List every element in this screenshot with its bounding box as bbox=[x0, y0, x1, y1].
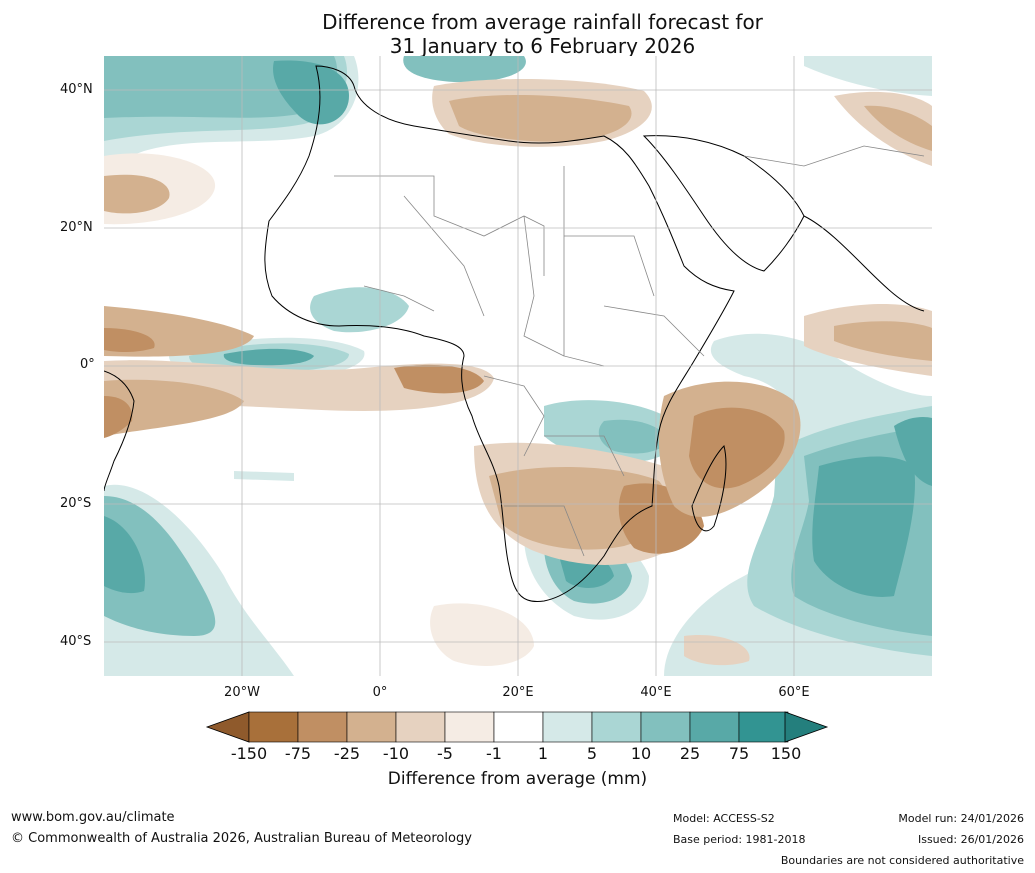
map-title-line2: 31 January to 6 February 2026 bbox=[389, 34, 696, 58]
legend-tick: -75 bbox=[284, 744, 312, 763]
coastlines bbox=[104, 65, 925, 603]
legend-colour-box bbox=[542, 711, 593, 743]
lon-label-20w: 20°W bbox=[224, 685, 260, 700]
legend-tick: -5 bbox=[437, 744, 453, 763]
legend-tick: 150 bbox=[770, 744, 802, 763]
legend-colour-box bbox=[591, 711, 642, 743]
legend-label: Difference from average (mm) bbox=[387, 769, 648, 789]
lon-label-40e: 40°E bbox=[640, 685, 672, 700]
lat-label-40s: 40°S bbox=[60, 634, 92, 649]
map-title-line1: Difference from average rainfall forecas… bbox=[322, 10, 763, 34]
legend-colour-box bbox=[297, 711, 348, 743]
legend-colour-box bbox=[395, 711, 446, 743]
footer-model: Model: ACCESS-S2 bbox=[673, 812, 775, 825]
lat-label-20s: 20°S bbox=[60, 496, 92, 511]
footer-model-run: Model run: 24/01/2026 bbox=[898, 812, 1024, 825]
colour-legend-bar bbox=[205, 711, 829, 743]
footer-issued: Issued: 26/01/2026 bbox=[917, 833, 1024, 846]
lon-label-0: 0° bbox=[372, 685, 388, 700]
footer-disclaimer: Boundaries are not considered authoritat… bbox=[780, 854, 1024, 867]
country-borders bbox=[334, 145, 925, 557]
legend-colour-box bbox=[248, 711, 299, 743]
lat-label-40n: 40°N bbox=[60, 82, 93, 97]
legend-colour-box bbox=[689, 711, 740, 743]
legend-colour-box bbox=[444, 711, 495, 743]
graticule bbox=[104, 56, 932, 676]
legend-colour-box bbox=[346, 711, 397, 743]
legend-tick: 75 bbox=[728, 744, 750, 763]
legend-tick: 10 bbox=[630, 744, 652, 763]
legend-tick: 1 bbox=[537, 744, 549, 763]
lon-label-60e: 60°E bbox=[778, 685, 810, 700]
legend-tick: 25 bbox=[679, 744, 701, 763]
legend-tick: -150 bbox=[230, 744, 268, 763]
legend-tick: -1 bbox=[486, 744, 502, 763]
rainfall-anomaly-map bbox=[104, 56, 932, 676]
footer-copyright: © Commonwealth of Australia 2026, Austra… bbox=[11, 831, 472, 846]
footer-base-period: Base period: 1981-2018 bbox=[673, 833, 806, 846]
legend-tick: 5 bbox=[586, 744, 598, 763]
legend-colour-box bbox=[493, 711, 544, 743]
legend-colour-box bbox=[738, 711, 789, 743]
legend-colour-box bbox=[640, 711, 691, 743]
legend-arrow-low bbox=[205, 711, 250, 743]
legend-tick: -25 bbox=[333, 744, 361, 763]
lat-label-20n: 20°N bbox=[60, 220, 93, 235]
legend-arrow-high bbox=[784, 711, 829, 743]
footer-website: www.bom.gov.au/climate bbox=[11, 810, 175, 825]
lon-label-20e: 20°E bbox=[502, 685, 534, 700]
legend-tick: -10 bbox=[382, 744, 410, 763]
lat-label-equator: 0° bbox=[80, 357, 95, 372]
legend-colour-boxes bbox=[248, 711, 789, 743]
